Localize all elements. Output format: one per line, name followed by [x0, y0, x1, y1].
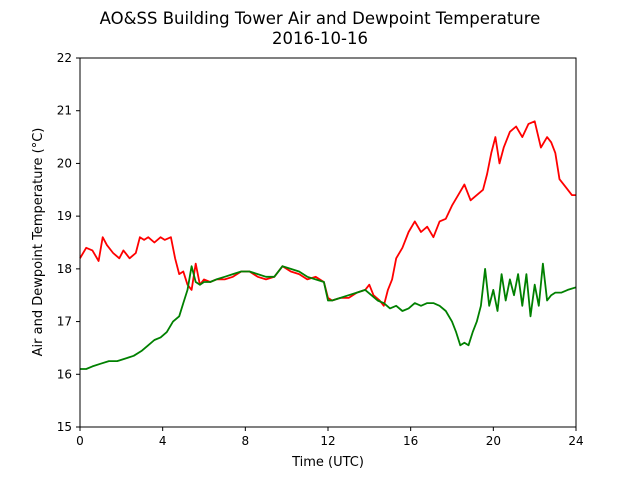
chart-subtitle: 2016-10-16: [272, 29, 368, 48]
x-tick-label: 16: [403, 434, 418, 448]
y-tick-label: 20: [57, 156, 72, 170]
chart-title: AO&SS Building Tower Air and Dewpoint Te…: [99, 9, 541, 28]
x-tick-label: 4: [159, 434, 167, 448]
y-tick-label: 19: [57, 209, 72, 223]
series-layer: [79, 120, 577, 370]
x-tick-label: 12: [320, 434, 335, 448]
series-line-2: [80, 262, 577, 370]
y-tick-label: 16: [57, 367, 72, 381]
y-tick-label: 21: [57, 104, 72, 118]
y-tick-label: 17: [57, 315, 72, 329]
y-tick-label: 18: [57, 262, 72, 276]
x-tick-label: 20: [486, 434, 501, 448]
y-tick-label: 22: [57, 51, 72, 65]
y-axis-label: Air and Dewpoint Temperature (°C): [31, 128, 46, 357]
x-axis-label: Time (UTC): [291, 455, 364, 470]
x-tick-label: 8: [242, 434, 250, 448]
x-tick-label: 0: [76, 434, 84, 448]
x-tick-label: 24: [568, 434, 583, 448]
ticks-layer: 0 4 8 12 16 20 24 15 16 17 18 19 20 21 22: [57, 51, 584, 448]
y-tick-label: 15: [57, 420, 72, 434]
